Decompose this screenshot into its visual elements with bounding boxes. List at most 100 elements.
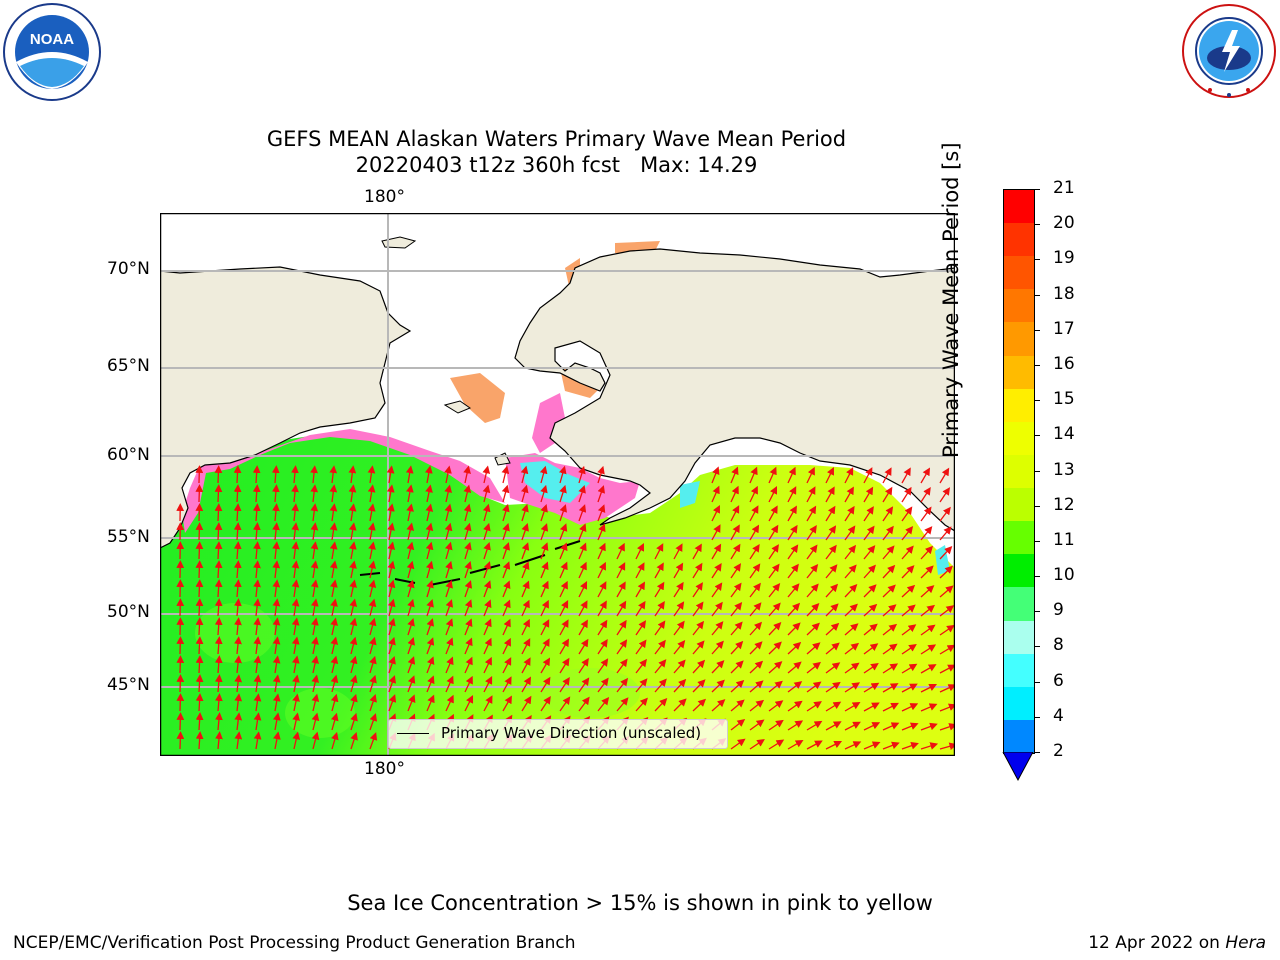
wave-arrow xyxy=(234,655,242,674)
wave-arrow xyxy=(578,619,588,636)
wave-arrow xyxy=(730,563,742,579)
wave-arrow xyxy=(195,693,204,712)
wave-arrow xyxy=(483,541,491,560)
lon-label-top: 180° xyxy=(364,187,405,207)
wave-arrow xyxy=(939,664,955,674)
colorbar-tick-label: 20 xyxy=(1053,213,1075,234)
wave-arrow xyxy=(597,504,606,522)
wave-arrow xyxy=(369,636,377,655)
wave-arrow xyxy=(559,542,568,560)
wave-arrow xyxy=(825,525,837,541)
footer-host: Hera xyxy=(1225,933,1266,953)
legend-label: Primary Wave Direction (unscaled) xyxy=(441,724,702,742)
wave-arrow xyxy=(635,678,648,693)
wave-arrow xyxy=(825,622,840,636)
wave-arrow xyxy=(749,582,761,598)
wave-arrow xyxy=(711,485,720,503)
colorbar-tick-mark xyxy=(1034,752,1040,753)
wave-arrow xyxy=(749,505,759,522)
wave-arrow xyxy=(234,598,242,617)
wave-arrow xyxy=(654,581,665,598)
wave-arrow xyxy=(291,598,300,617)
wave-arrow xyxy=(787,505,797,522)
sea-ice-zone xyxy=(680,481,700,508)
wave-arrow xyxy=(540,561,549,579)
wave-arrow xyxy=(195,674,204,693)
wave-arrow xyxy=(597,638,608,655)
wave-arrow xyxy=(844,564,857,579)
wave-arrow xyxy=(464,560,472,579)
wave-arrow xyxy=(768,583,781,598)
wave-arrow xyxy=(844,505,855,522)
wave-arrow xyxy=(272,655,281,674)
wave-arrow xyxy=(405,465,414,484)
land-alaska xyxy=(514,248,955,532)
wave-arrow xyxy=(310,484,319,503)
wave-arrow xyxy=(825,603,839,617)
wave-arrow xyxy=(233,465,242,484)
wave-arrow xyxy=(616,562,626,579)
sea-ice-zone xyxy=(450,373,505,423)
wave-arrow xyxy=(920,604,935,617)
wave-arrow xyxy=(863,623,878,636)
wave-arrow xyxy=(730,505,740,522)
wave-arrow xyxy=(844,467,854,484)
wave-arrow xyxy=(407,694,416,712)
wave-arrow xyxy=(521,561,530,579)
colorbar-tick-label: 14 xyxy=(1053,424,1075,445)
wave-arrow xyxy=(863,702,880,712)
wave-arrow xyxy=(901,506,913,522)
wave-arrow xyxy=(635,600,646,617)
wave-arrow xyxy=(559,657,570,674)
wave-arrow xyxy=(272,617,281,636)
wave-arrow xyxy=(578,523,587,541)
noaa-logo: NOAA xyxy=(3,3,101,101)
wave-arrow xyxy=(844,544,857,560)
wave-arrow xyxy=(252,503,261,522)
wave-arrow xyxy=(214,503,223,522)
wave-arrow xyxy=(215,712,223,731)
colorbar-tick-label: 8 xyxy=(1053,635,1064,656)
wave-arrow xyxy=(920,565,934,579)
wave-arrow xyxy=(349,560,357,579)
wave-arrow xyxy=(445,675,454,693)
wave-arrow xyxy=(749,621,763,636)
wave-arrow xyxy=(920,624,936,636)
wave-arrow xyxy=(806,486,816,503)
wave-arrow xyxy=(825,721,842,731)
wave-arrow xyxy=(388,675,396,693)
colorbar-tick-label: 9 xyxy=(1053,600,1064,621)
wave-arrow xyxy=(825,681,841,693)
wave-arrow xyxy=(578,542,587,560)
wave-arrow xyxy=(616,619,627,636)
wave-arrow xyxy=(292,731,301,750)
wave-arrow xyxy=(654,639,666,655)
wave-arrow xyxy=(806,661,821,674)
wave-arrow xyxy=(730,582,742,598)
wave-arrow xyxy=(901,467,911,484)
wave-arrow xyxy=(407,675,416,693)
wave-arrow xyxy=(272,693,281,712)
wave-arrow xyxy=(578,561,587,579)
wave-arrow xyxy=(348,484,357,503)
wave-arrow xyxy=(291,617,300,636)
wave-arrow xyxy=(578,658,589,674)
wave-arrow xyxy=(388,636,396,655)
wave-arrow xyxy=(749,699,765,712)
wave-arrow xyxy=(730,602,743,617)
wave-arrow xyxy=(291,484,299,503)
wave-arrow xyxy=(367,484,376,503)
wave-arrow xyxy=(214,617,223,636)
wave-arrow xyxy=(844,662,860,674)
colorbar-tick-label: 15 xyxy=(1053,389,1075,410)
wave-arrow xyxy=(330,617,338,636)
wave-arrow xyxy=(806,603,820,617)
wave-arrow xyxy=(483,656,492,674)
wave-arrow xyxy=(635,639,647,655)
wave-arrow xyxy=(464,618,473,636)
wave-arrow xyxy=(311,693,320,712)
wave-arrow xyxy=(711,562,722,579)
wave-arrow xyxy=(673,678,687,693)
wave-arrow xyxy=(768,485,778,503)
wave-arrow xyxy=(882,506,894,522)
